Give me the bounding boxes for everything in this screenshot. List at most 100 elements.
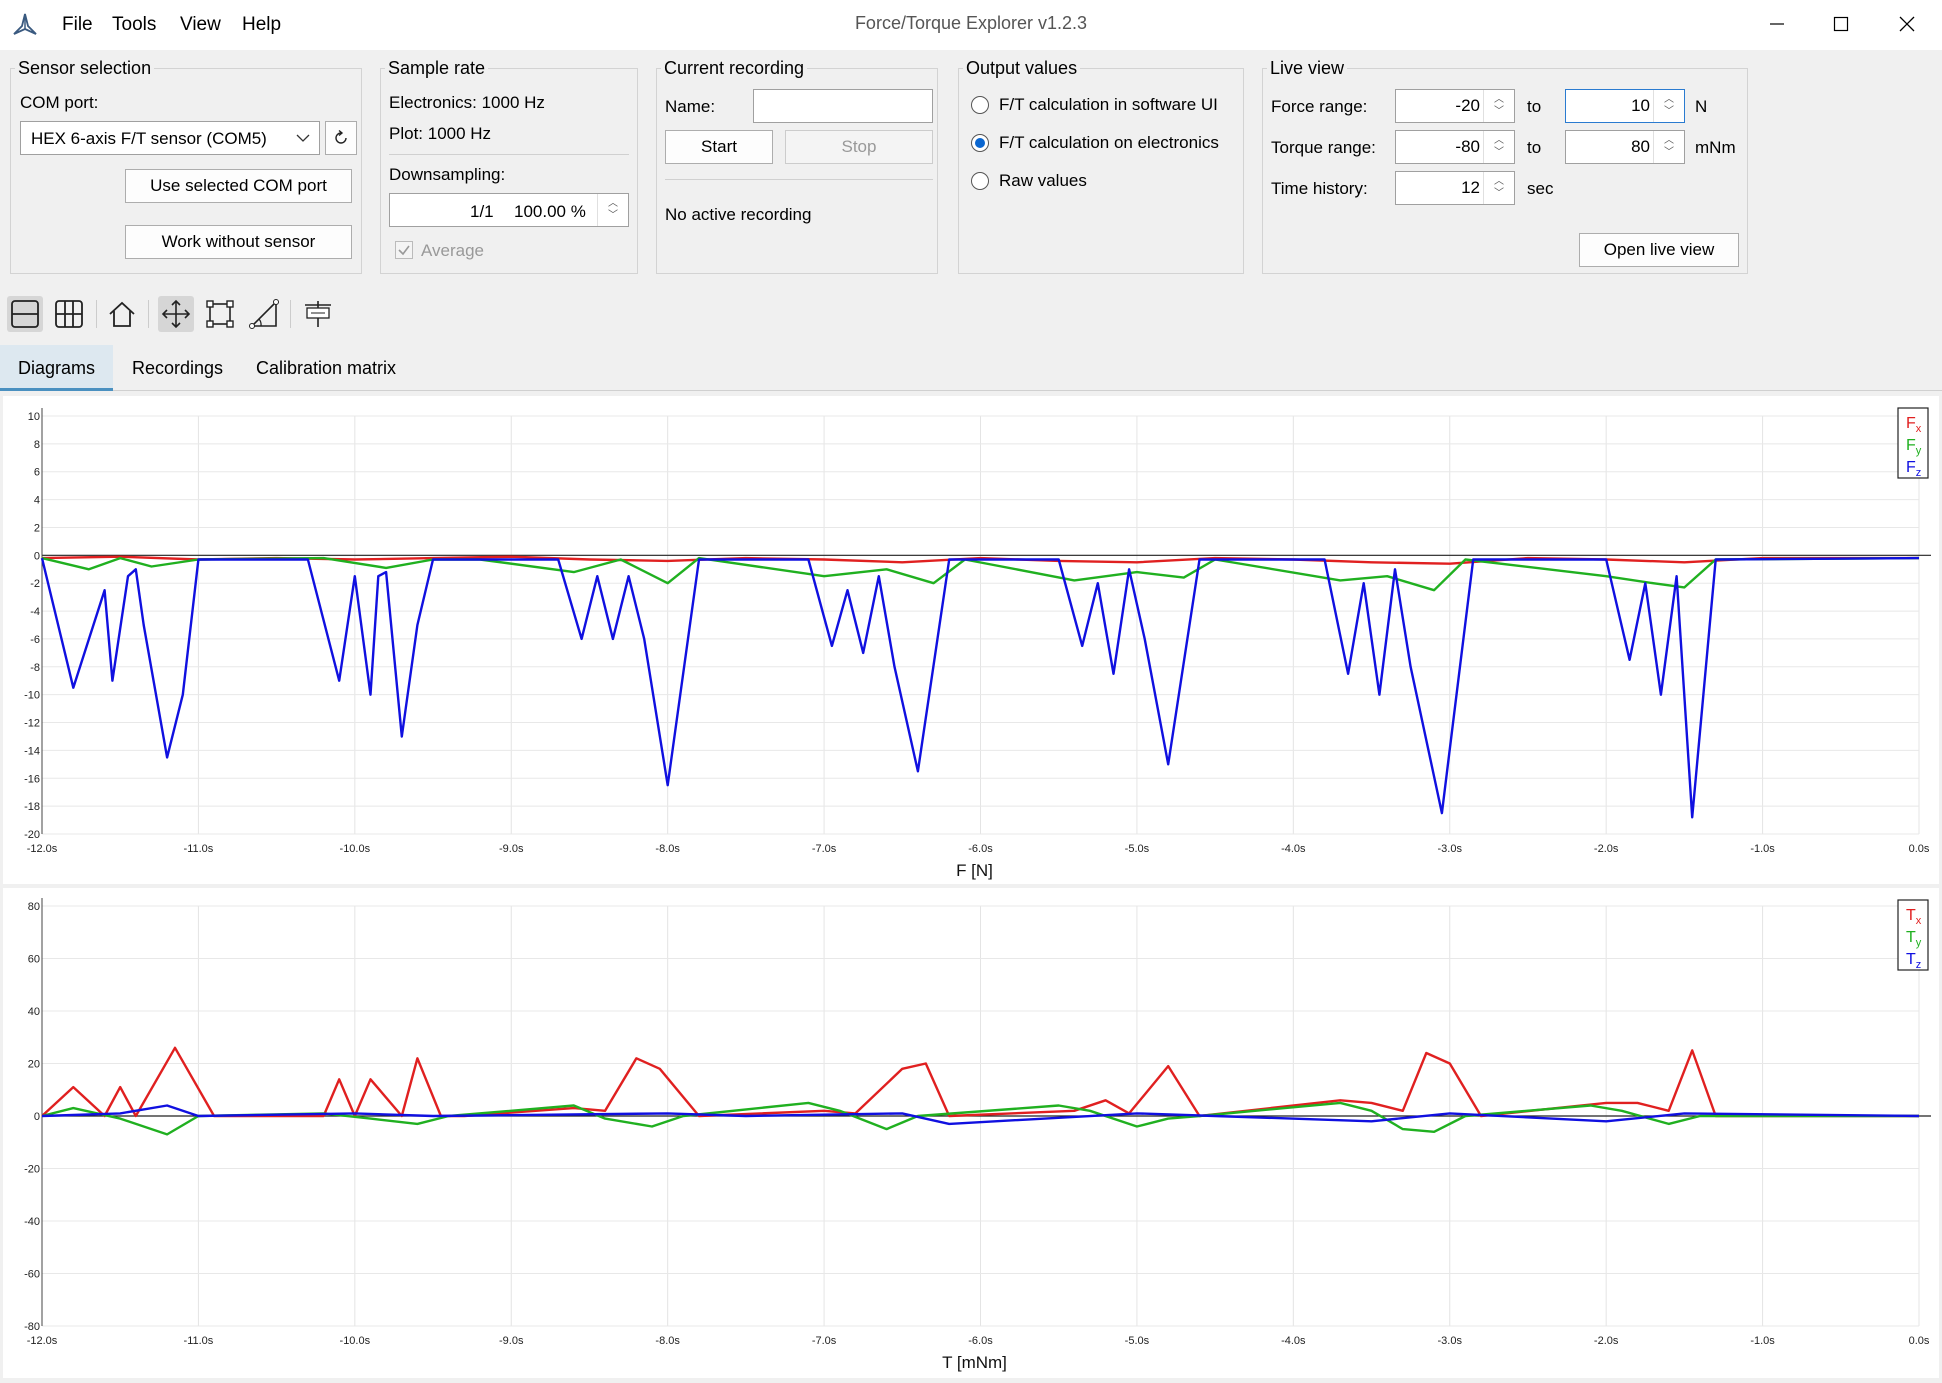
torque-unit: mNm <box>1695 138 1736 157</box>
torque-min-stepper[interactable]: -80 ︿ ﹀ <box>1395 130 1515 164</box>
y-tick-label: -14 <box>24 745 40 757</box>
spin-arrows-icon[interactable]: ︿ ﹀ <box>1483 131 1514 163</box>
tab-recordings[interactable]: Recordings <box>132 358 224 378</box>
x-tick-label: -5.0s <box>1125 843 1150 855</box>
force-max-stepper[interactable]: 10 ︿ ﹀ <box>1565 89 1685 123</box>
radio-electronics[interactable] <box>971 134 989 152</box>
average-checkbox[interactable] <box>395 241 413 259</box>
y-tick-label: 0 <box>34 550 40 562</box>
app-logo-icon <box>12 12 38 43</box>
zoom-rect-icon[interactable] <box>202 296 238 332</box>
legend-subscript: z <box>1916 959 1922 971</box>
com-port-select[interactable]: HEX 6-axis F/T sensor (COM5) <box>20 121 320 155</box>
x-tick-label: -5.0s <box>1125 1335 1150 1347</box>
output-values-group: Output values F/T calculation in softwar… <box>958 58 1244 274</box>
spin-arrows-icon[interactable]: ︿ ﹀ <box>1653 90 1684 122</box>
legend-subscript: x <box>1916 915 1922 927</box>
torque-chart-panel[interactable]: -12.0s -11.0s -10.0s -9.0s -8.0s -7.0s -6.0s -5… <box>3 888 1939 1378</box>
tab-calibration-matrix[interactable]: Calibration matrix <box>256 358 397 378</box>
y-tick-label: -18 <box>24 801 40 813</box>
work-without-sensor-button[interactable]: Work without sensor <box>125 225 352 259</box>
sample-rate-group: Sample rate Electronics: 1000 Hz Plot: 1… <box>380 58 638 274</box>
layout-rows-icon[interactable] <box>7 296 43 332</box>
start-recording-button[interactable]: Start <box>665 130 773 164</box>
measure-icon[interactable] <box>246 296 282 332</box>
open-live-view-button[interactable]: Open live view <box>1579 233 1739 267</box>
close-button[interactable] <box>1874 0 1940 48</box>
plot-rate: Plot: 1000 Hz <box>389 124 492 143</box>
maximize-button[interactable] <box>1808 0 1874 48</box>
average-label: Average <box>421 241 485 260</box>
x-tick-label: -8.0s <box>655 843 680 855</box>
coordinates-icon[interactable] <box>300 296 336 332</box>
tab-diagrams[interactable]: Diagrams <box>0 345 114 391</box>
legend-box <box>1897 899 1929 971</box>
x-tick-label: -6.0s <box>968 1335 993 1347</box>
group-title: Output values <box>963 58 1081 79</box>
electronics-rate: Electronics: 1000 Hz <box>389 93 545 112</box>
tab-bar-line <box>0 390 1942 391</box>
y-tick-label: -60 <box>24 1269 40 1281</box>
chevron-down-icon <box>295 130 311 151</box>
legend-subscript: z <box>1916 467 1922 479</box>
menu-tools[interactable]: Tools <box>112 14 157 35</box>
stop-recording-button[interactable]: Stop <box>785 130 933 164</box>
com-port-value: HEX 6-axis F/T sensor (COM5) <box>31 129 267 148</box>
x-tick-label: -1.0s <box>1750 843 1775 855</box>
divider <box>290 300 291 328</box>
legend-subscript: y <box>1916 445 1922 457</box>
radio-raw-values[interactable] <box>971 172 989 190</box>
time-history-stepper[interactable]: 12 ︿ ﹀ <box>1395 171 1515 205</box>
spin-arrows-icon[interactable]: ︿ ﹀ <box>597 194 628 226</box>
force-chart[interactable]: -12.0s -11.0s -10.0s -9.0s -8.0s -7.0s -6.0s -5… <box>3 396 1939 884</box>
minimize-button[interactable] <box>1744 0 1810 48</box>
spin-arrows-icon[interactable]: ︿ ﹀ <box>1483 90 1514 122</box>
x-tick-label: -1.0s <box>1750 1335 1775 1347</box>
y-tick-label: 8 <box>34 439 40 451</box>
x-tick-label: -4.0s <box>1281 843 1306 855</box>
force-min-stepper[interactable]: -20 ︿ ﹀ <box>1395 89 1515 123</box>
use-com-port-button[interactable]: Use selected COM port <box>125 169 352 203</box>
y-tick-label: -2 <box>30 578 40 590</box>
menu-file[interactable]: File <box>62 14 93 35</box>
current-recording-group: Current recording Name: Start Stop No ac… <box>656 58 938 274</box>
torque-max-value: 80 <box>1631 137 1650 156</box>
menu-view[interactable]: View <box>180 14 221 35</box>
divider <box>665 179 933 180</box>
divider <box>148 300 149 328</box>
y-tick-label: -10 <box>24 690 40 702</box>
toolbar <box>0 292 340 336</box>
y-tick-label: 2 <box>34 522 40 534</box>
x-tick-label: -11.0s <box>184 843 214 855</box>
torque-chart[interactable]: -12.0s -11.0s -10.0s -9.0s -8.0s -7.0s -6.0s -5… <box>3 888 1939 1378</box>
legend-box <box>1897 407 1929 479</box>
group-title: Current recording <box>661 58 808 79</box>
radio-software-ui[interactable] <box>971 96 989 114</box>
torque-max-stepper[interactable]: 80 ︿ ﹀ <box>1565 130 1685 164</box>
force-chart-panel[interactable]: -12.0s -11.0s -10.0s -9.0s -8.0s -7.0s -6.0s -5… <box>3 396 1939 884</box>
y-tick-label: 10 <box>28 411 40 423</box>
y-tick-label: -16 <box>24 773 40 785</box>
recording-name-input[interactable] <box>753 89 933 123</box>
downsampling-ratio: 1/1 <box>470 202 494 221</box>
menu-help[interactable]: Help <box>242 14 282 35</box>
recording-status: No active recording <box>665 205 812 224</box>
spin-arrows-icon[interactable]: ︿ ﹀ <box>1483 172 1514 204</box>
spin-arrows-icon[interactable]: ︿ ﹀ <box>1653 131 1684 163</box>
home-icon[interactable] <box>104 296 140 332</box>
divider <box>96 300 97 328</box>
sensor-selection-group: Sensor selection COM port: HEX 6-axis F/… <box>10 58 362 274</box>
x-tick-label: -2.0s <box>1594 1335 1619 1347</box>
refresh-ports-button[interactable] <box>325 121 357 155</box>
refresh-icon <box>335 129 347 144</box>
downsampling-stepper[interactable]: 1/1 100.00 % ︿ ﹀ <box>389 193 629 227</box>
group-title: Live view <box>1267 58 1348 79</box>
pan-icon[interactable] <box>158 296 194 332</box>
y-tick-label: 4 <box>34 495 40 507</box>
legend-subscript: y <box>1916 937 1922 949</box>
x-tick-label: -3.0s <box>1438 843 1463 855</box>
x-tick-label: -9.0s <box>499 1335 524 1347</box>
y-tick-label: -8 <box>30 662 40 674</box>
layout-grid-icon[interactable] <box>51 296 87 332</box>
y-tick-label: -12 <box>24 718 40 730</box>
